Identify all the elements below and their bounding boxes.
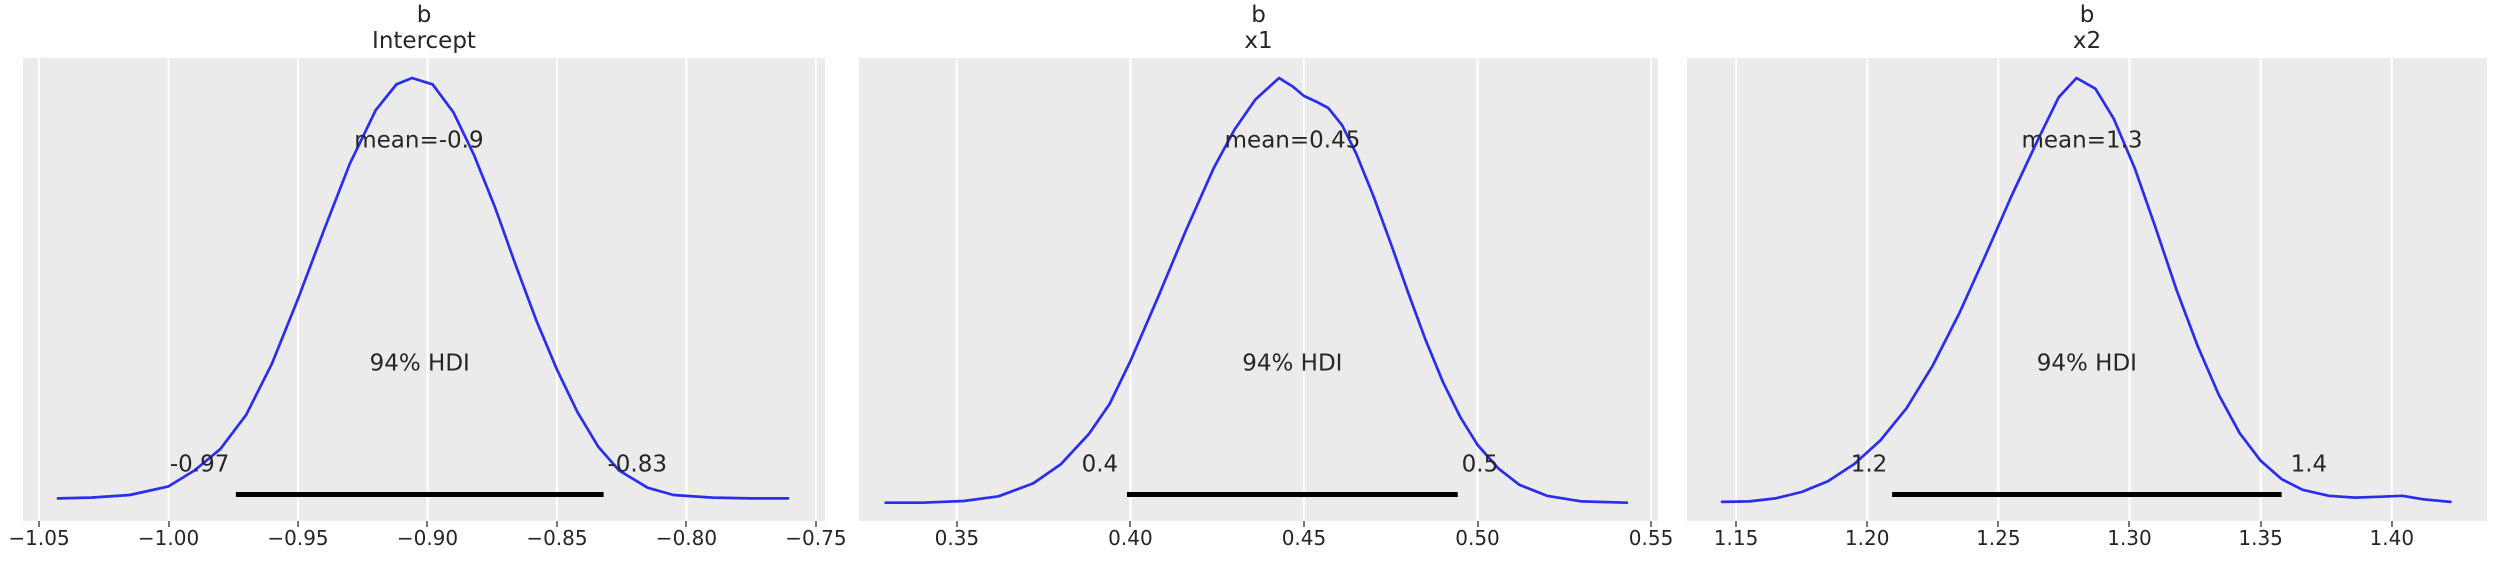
x-tick-mark [1302,521,1305,527]
x-tick-label: 0.45 [1281,526,1327,550]
x-tick-mark [685,521,688,527]
hdi-upper-value: 0.5 [1461,451,1499,478]
plot-area [1687,58,2487,521]
panel-title-line1: b [2079,2,2095,28]
kde-curve [884,76,1629,505]
panel-title-line2: x1 [1244,28,1273,54]
posterior-panel-intercept: b Intercept mean=-0.9 94% HDI -0.97 -0.8… [8,0,846,563]
panel-title-line2: x2 [2072,28,2102,54]
x-tick-label: 1.20 [1844,526,1890,550]
x-tick-label: 1.30 [2107,526,2152,550]
x-tick-label: −0.80 [655,526,718,550]
x-tick-label: 1.40 [2369,526,2415,550]
x-tick-label: −0.85 [526,526,588,550]
x-tick-mark [2128,521,2131,527]
hdi-upper-value: -0.83 [607,451,668,478]
panel-title-line1: b [1251,2,1266,28]
x-tick-mark [2390,521,2393,527]
panel-title: b x1 [859,2,1658,54]
mean-label: mean=0.45 [1224,127,1361,154]
x-tick-mark [814,521,817,527]
x-tick-label: −0.75 [785,526,847,550]
x-tick-mark [38,521,41,527]
x-tick-mark [1129,521,1132,527]
posterior-panel-x1: b x1 mean=0.45 94% HDI 0.4 0.5 0.35 0.40 0… [859,0,1673,563]
x-tick-label: 0.35 [934,526,980,550]
hdi-interval-label: 94% HDI [2036,350,2137,377]
x-tick-label: −0.90 [396,526,459,550]
x-tick-label: 1.35 [2238,526,2283,550]
x-tick-label: −1.00 [137,526,200,550]
kde-plot-canvas [884,58,1653,521]
kde-curve [1720,76,2452,504]
hdi-lower-value: -0.97 [169,451,230,478]
x-tick-mark [297,521,300,527]
panel-title-line2: Intercept [372,28,476,54]
x-tick-label: 0.55 [1628,526,1674,550]
x-tick-mark [1650,521,1653,527]
x-tick-mark [426,521,429,527]
x-tick-label: 0.40 [1108,526,1153,550]
plot-area [23,58,825,521]
x-tick-label: 1.25 [1976,526,2021,550]
mean-label: mean=1.3 [2021,127,2143,154]
x-tick-mark [2259,521,2262,527]
x-tick-mark [555,521,558,527]
hdi-interval-label: 94% HDI [1242,350,1343,377]
hdi-upper-value: 1.4 [2290,451,2328,478]
posterior-panel-x2: b x2 mean=1.3 94% HDI 1.2 1.4 1.15 1.20 1.… [1687,0,2487,563]
hdi-lower-value: 1.2 [1850,451,1888,478]
x-tick-mark [1735,521,1738,527]
panel-title-line1: b [416,2,432,28]
kde-curve [56,76,790,500]
x-tick-mark [1866,521,1869,527]
x-tick-mark [955,521,958,527]
x-tick-label: 1.15 [1713,526,1759,550]
x-tick-label: 0.50 [1455,526,1500,550]
x-tick-mark [167,521,170,527]
hdi-lower-value: 0.4 [1081,451,1119,478]
x-tick-mark [1997,521,2000,527]
hdi-interval-label: 94% HDI [369,350,470,377]
x-tick-label: −1.05 [8,526,70,550]
plot-area [859,58,1658,521]
mean-label: mean=-0.9 [354,127,484,154]
kde-plot-canvas [38,58,817,521]
panel-title: b Intercept [23,2,825,54]
x-tick-label: −0.95 [267,526,329,550]
x-tick-mark [1476,521,1479,527]
kde-plot-canvas [1720,58,2452,521]
panel-title: b x2 [1687,2,2487,54]
